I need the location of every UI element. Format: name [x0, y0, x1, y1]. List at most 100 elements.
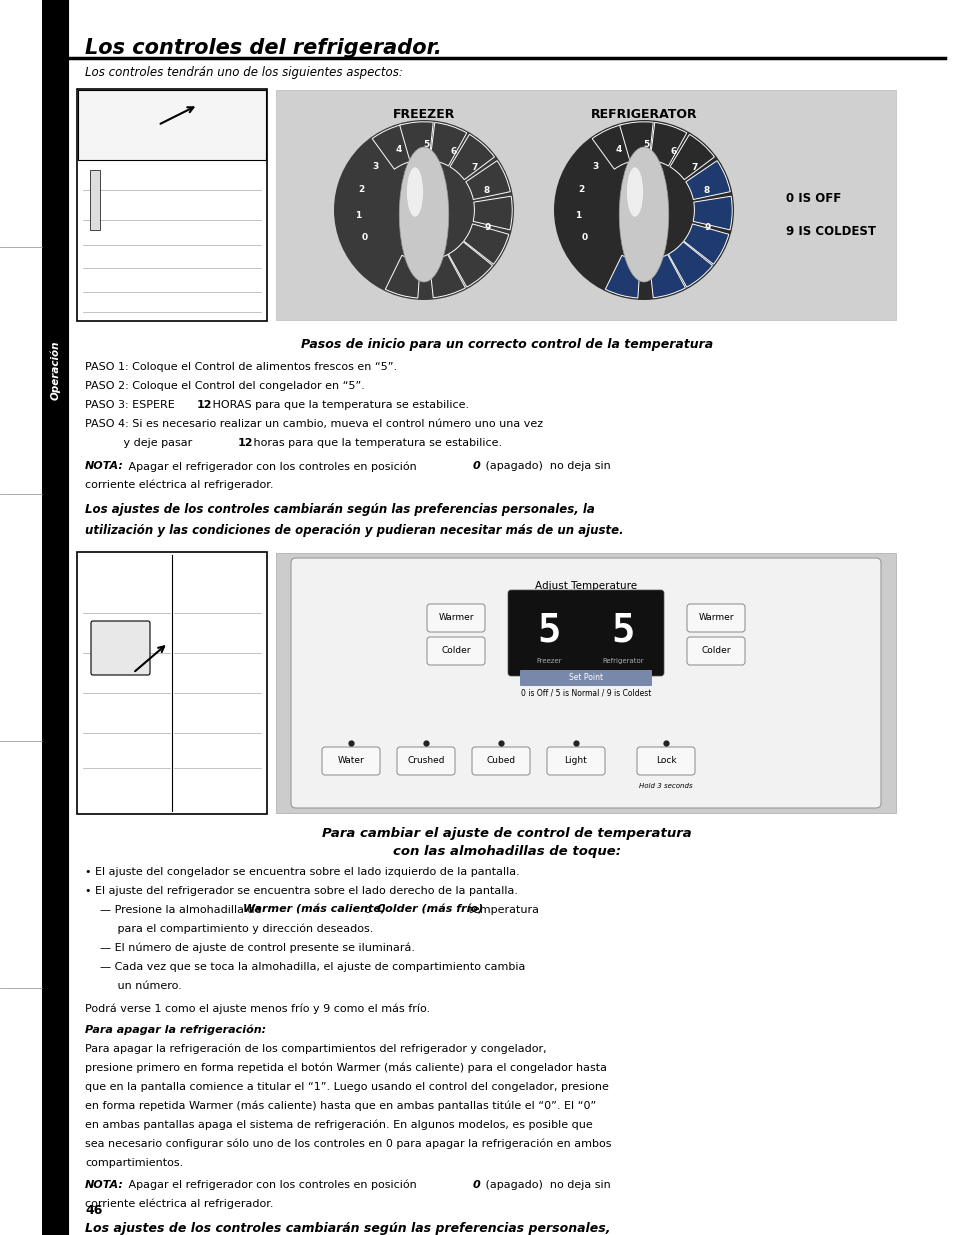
Text: 0: 0 [580, 233, 587, 242]
Text: 8: 8 [483, 186, 490, 195]
Text: Operación: Operación [50, 341, 60, 400]
Wedge shape [385, 256, 420, 298]
Text: 4: 4 [615, 144, 620, 154]
Text: PASO 3: ESPERE: PASO 3: ESPERE [85, 400, 178, 410]
Text: Apagar el refrigerador con los controles en posición: Apagar el refrigerador con los controles… [125, 461, 420, 472]
Text: Water: Water [337, 757, 364, 766]
FancyBboxPatch shape [291, 558, 880, 808]
Text: 8: 8 [703, 186, 709, 195]
Text: — Presione la almohadilla de: — Presione la almohadilla de [100, 905, 265, 915]
Text: Warmer: Warmer [698, 614, 733, 622]
Bar [78, 90, 266, 161]
Text: Los controles del refrigerador.: Los controles del refrigerador. [85, 38, 441, 58]
Text: Hold 3 seconds: Hold 3 seconds [639, 783, 692, 789]
Ellipse shape [626, 167, 642, 217]
Text: 5: 5 [642, 140, 649, 149]
Text: y deje pasar: y deje pasar [85, 438, 195, 448]
Text: Colder: Colder [441, 646, 470, 656]
Wedge shape [463, 224, 508, 264]
Text: Seguridad: Seguridad [50, 94, 60, 153]
Text: Warmer (más caliente): Warmer (más caliente) [243, 905, 386, 915]
Text: Colder: Colder [700, 646, 730, 656]
Text: Warmer: Warmer [437, 614, 474, 622]
Text: en forma repetida Warmer (más caliente) hasta que en ambas pantallas titúle el “: en forma repetida Warmer (más caliente) … [85, 1100, 596, 1112]
Text: (apagado)  no deja sin: (apagado) no deja sin [481, 1179, 610, 1191]
Text: 12: 12 [196, 400, 213, 410]
Text: Light: Light [564, 757, 587, 766]
Bar [90, 170, 100, 230]
Text: 0 is Off / 5 is Normal / 9 is Coldest: 0 is Off / 5 is Normal / 9 is Coldest [520, 689, 651, 698]
Wedge shape [668, 242, 712, 288]
Wedge shape [592, 125, 631, 169]
Bar [275, 553, 895, 813]
Text: utilización y las condiciones de operación y pudieran necesitar más de un ajuste: utilización y las condiciones de operaci… [85, 524, 623, 537]
Text: presione primero en forma repetida el botón Warmer (más caliente) para el congel: presione primero en forma repetida el bo… [85, 1063, 606, 1073]
Text: Para apagar la refrigeración de los compartimientos del refrigerador y congelado: Para apagar la refrigeración de los comp… [85, 1044, 546, 1055]
Wedge shape [399, 122, 433, 162]
FancyBboxPatch shape [686, 637, 744, 664]
Text: temperatura: temperatura [464, 905, 538, 915]
Text: FREEZER: FREEZER [393, 107, 455, 121]
FancyBboxPatch shape [519, 671, 651, 685]
Wedge shape [473, 196, 512, 230]
Text: con las almohadillas de toque:: con las almohadillas de toque: [393, 845, 620, 858]
Bar [42, 0, 68, 1235]
Ellipse shape [407, 167, 423, 217]
Text: PASO 1: Coloque el Control de alimentos frescos en “5”.: PASO 1: Coloque el Control de alimentos … [85, 362, 396, 372]
Text: 3: 3 [372, 162, 378, 170]
Text: 46: 46 [85, 1204, 102, 1216]
Text: 1: 1 [575, 211, 581, 220]
FancyBboxPatch shape [77, 89, 267, 321]
Text: NOTA:: NOTA: [85, 461, 124, 471]
Text: 9: 9 [703, 222, 710, 231]
Wedge shape [450, 135, 494, 179]
Text: 2: 2 [578, 185, 584, 194]
Text: 7: 7 [471, 163, 477, 172]
Text: 2: 2 [358, 185, 364, 194]
Wedge shape [619, 122, 653, 162]
Text: compartimientos.: compartimientos. [85, 1158, 183, 1168]
Text: • El ajuste del refrigerador se encuentra sobre el lado derecho de la pantalla.: • El ajuste del refrigerador se encuentr… [85, 885, 517, 897]
FancyBboxPatch shape [322, 747, 379, 776]
FancyBboxPatch shape [686, 604, 744, 632]
Text: 3: 3 [592, 162, 598, 170]
Text: 0: 0 [473, 461, 480, 471]
FancyBboxPatch shape [91, 621, 150, 676]
Text: 6: 6 [450, 147, 456, 156]
Wedge shape [605, 256, 639, 298]
Text: Servicio al consumidor: Servicio al consumidor [50, 1045, 60, 1178]
Text: que en la pantalla comience a titular el “1”. Luego usando el control del congel: que en la pantalla comience a titular el… [85, 1082, 608, 1092]
Text: Adjust Temperature: Adjust Temperature [535, 580, 637, 592]
FancyBboxPatch shape [637, 747, 695, 776]
Text: horas para que la temperatura se estabilice.: horas para que la temperatura se estabil… [250, 438, 501, 448]
Text: Los controles tendrán uno de los siguientes aspectos:: Los controles tendrán uno de los siguien… [85, 65, 402, 79]
FancyBboxPatch shape [396, 747, 455, 776]
Text: 9 IS COLDEST: 9 IS COLDEST [785, 225, 875, 238]
Text: — Cada vez que se toca la almohadilla, el ajuste de compartimiento cambia: — Cada vez que se toca la almohadilla, e… [100, 962, 525, 972]
Text: (apagado)  no deja sin: (apagado) no deja sin [481, 461, 610, 471]
Wedge shape [685, 161, 729, 200]
Text: sea necesario configurar sólo uno de los controles en 0 para apagar la refrigera: sea necesario configurar sólo uno de los… [85, 1139, 611, 1150]
Circle shape [554, 120, 733, 300]
Text: 0: 0 [361, 233, 367, 242]
Text: Refrigerator: Refrigerator [601, 658, 643, 664]
Text: 1: 1 [355, 211, 361, 220]
Text: 0: 0 [473, 1179, 480, 1191]
Bar [275, 90, 895, 320]
Wedge shape [693, 196, 732, 230]
Ellipse shape [399, 147, 448, 282]
Text: para el compartimiento y dirección deseados.: para el compartimiento y dirección desea… [100, 924, 373, 935]
Text: Los ajustes de los controles cambiarán según las preferencias personales, la: Los ajustes de los controles cambiarán s… [85, 503, 594, 516]
Text: corriente eléctrica al refrigerador.: corriente eléctrica al refrigerador. [85, 1199, 274, 1209]
FancyBboxPatch shape [546, 747, 604, 776]
Text: NOTA:: NOTA: [85, 1179, 124, 1191]
Text: 0 IS OFF: 0 IS OFF [785, 191, 841, 205]
FancyBboxPatch shape [472, 747, 530, 776]
Text: Instalación: Instalación [50, 585, 60, 650]
Text: Apagar el refrigerador con los controles en posición: Apagar el refrigerador con los controles… [125, 1179, 420, 1191]
FancyBboxPatch shape [427, 604, 484, 632]
Text: 5: 5 [537, 613, 560, 650]
Wedge shape [683, 224, 728, 264]
Text: PASO 2: Coloque el Control del congelador en “5”.: PASO 2: Coloque el Control del congelado… [85, 382, 364, 391]
Circle shape [334, 120, 514, 300]
